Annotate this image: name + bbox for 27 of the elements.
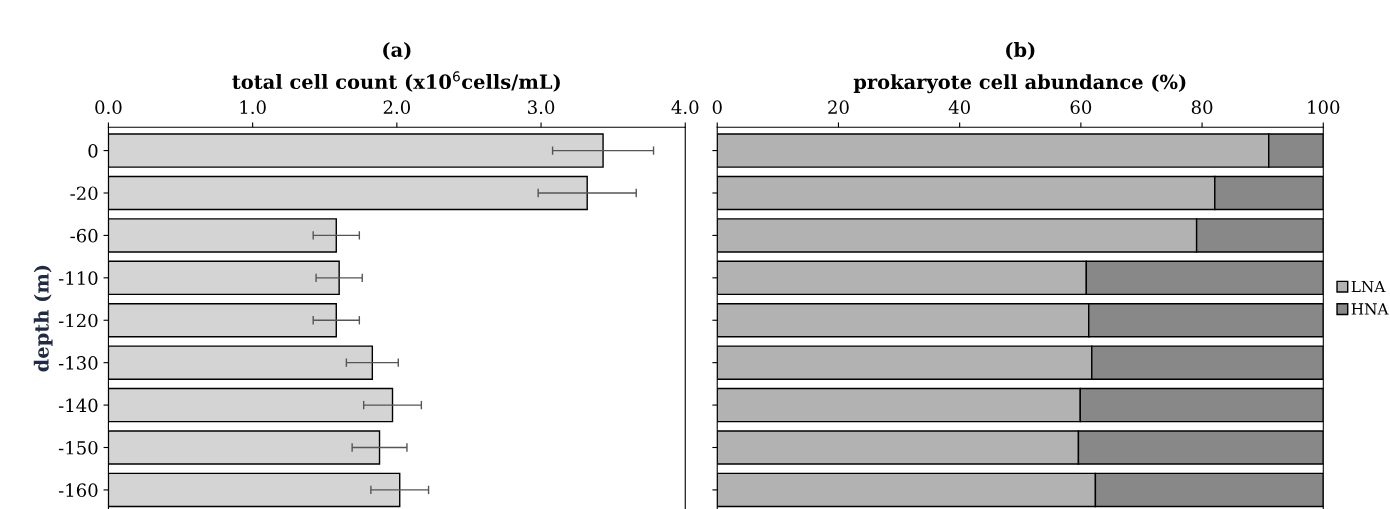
- x-tick-label: 1.0: [240, 100, 266, 115]
- x-tick-label: 60: [1070, 100, 1092, 115]
- y-tick-label: -140: [58, 398, 98, 413]
- legend-label: LNA: [1351, 280, 1386, 293]
- y-tick-label: -110: [58, 271, 98, 285]
- x-axis-title: total cell count (x10$^{6}$cells/mL): [232, 71, 560, 92]
- x-tick-label: 0.0: [95, 100, 122, 115]
- x-tick-label: 4.0: [671, 100, 699, 115]
- y-tick-label: -120: [58, 313, 98, 328]
- y-tick-label: 0: [88, 144, 98, 158]
- chart-title: (b): [1006, 42, 1035, 60]
- x-tick-label: 40: [948, 100, 970, 115]
- x-tick-label: 3.0: [528, 100, 555, 115]
- chart-title: (a): [383, 42, 411, 60]
- x-tick-label: 80: [1191, 100, 1213, 115]
- y-tick-label: -20: [70, 186, 98, 201]
- y-tick-label: -130: [58, 356, 98, 370]
- y-axis-title: depth (m): [33, 265, 53, 372]
- x-axis-title: prokaryote cell abundance (%): [853, 74, 1186, 94]
- x-tick-label: 20: [828, 100, 849, 115]
- y-tick-label: -160: [58, 483, 98, 498]
- y-tick-label: -150: [58, 440, 98, 455]
- x-tick-label: 2.0: [383, 100, 410, 115]
- y-tick-label: -60: [70, 228, 98, 243]
- x-tick-label: 0: [712, 100, 722, 115]
- legend-label: HNA: [1351, 303, 1389, 315]
- x-tick-label: 100: [1308, 100, 1340, 115]
